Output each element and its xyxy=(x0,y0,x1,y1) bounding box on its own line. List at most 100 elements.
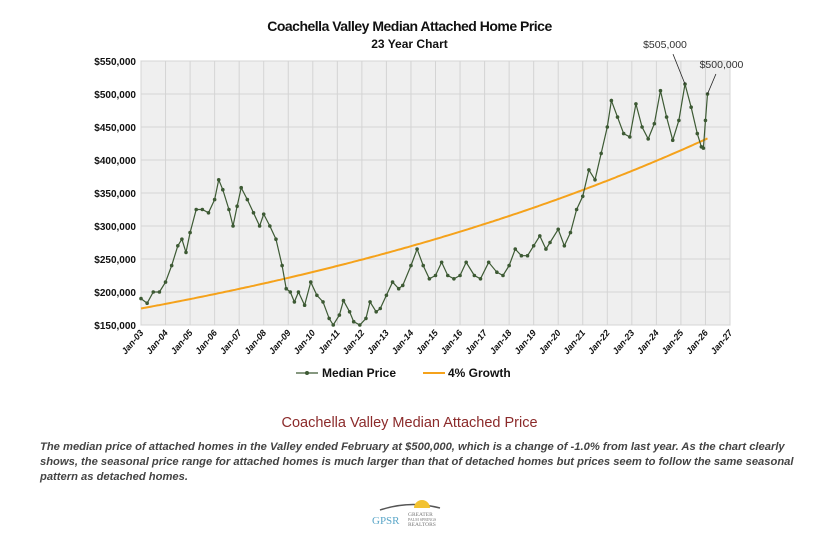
x-tick-label: Jan-22 xyxy=(586,328,612,356)
median-price-point xyxy=(384,293,389,298)
median-price-point xyxy=(464,260,468,265)
x-tick-label: Jan-27 xyxy=(709,327,736,356)
median-price-point xyxy=(439,260,444,265)
median-price-point xyxy=(216,178,221,182)
x-tick-label: Jan-24 xyxy=(635,328,661,356)
median-price-point xyxy=(427,277,432,281)
median-price-point xyxy=(188,230,192,235)
y-tick-label: $450,000 xyxy=(94,123,136,134)
median-price-point xyxy=(331,323,336,327)
median-price-point xyxy=(184,250,188,255)
x-tick-label: Jan-26 xyxy=(684,327,711,356)
median-price-point xyxy=(378,306,383,311)
gpsr-logo: GPSR GREATER PALM SPRINGS REALTORS xyxy=(372,500,441,528)
y-tick-label: $150,000 xyxy=(94,321,136,332)
x-tick-label: Jan-09 xyxy=(267,328,293,356)
median-price-point xyxy=(501,273,505,278)
median-price-point xyxy=(615,115,620,119)
median-price-point xyxy=(531,244,536,248)
x-tick-label: Jan-18 xyxy=(488,328,514,356)
median-price-point xyxy=(231,224,235,228)
annotation-label: $505,000 xyxy=(643,39,687,51)
x-tick-label: Jan-12 xyxy=(340,328,366,356)
median-price-point xyxy=(292,300,297,304)
x-tick-label: Jan-11 xyxy=(316,328,342,356)
median-price-point xyxy=(652,121,657,126)
median-price-point xyxy=(221,187,225,192)
median-price-point xyxy=(227,207,231,212)
median-price-point xyxy=(321,300,325,304)
median-price-point xyxy=(364,316,368,321)
x-tick-label: Jan-23 xyxy=(610,328,636,356)
median-price-point xyxy=(556,227,561,232)
median-price-point xyxy=(139,296,143,301)
median-price-point xyxy=(640,125,644,129)
median-price-point xyxy=(513,247,518,251)
median-price-point xyxy=(288,290,293,294)
median-price-point xyxy=(239,185,244,190)
x-tick-label: Jan-04 xyxy=(144,328,170,356)
annotation-leader xyxy=(672,53,686,85)
median-price-point xyxy=(374,310,378,314)
median-price-point xyxy=(268,224,272,228)
median-price-point xyxy=(695,131,700,136)
x-tick-label: Jan-05 xyxy=(169,327,196,356)
median-price-point xyxy=(368,300,372,304)
median-price-point xyxy=(593,178,597,182)
median-price-point xyxy=(400,283,405,288)
svg-text:PALM SPRINGS: PALM SPRINGS xyxy=(408,517,436,522)
median-price-point xyxy=(574,207,579,212)
median-price-point xyxy=(519,253,524,258)
median-price-point xyxy=(538,234,542,238)
annotation-leader xyxy=(707,73,717,95)
x-tick-label: Jan-10 xyxy=(291,328,317,356)
y-tick-label: $400,000 xyxy=(94,156,136,167)
median-price-point xyxy=(347,310,352,314)
median-price-point xyxy=(245,197,250,202)
legend-median-marker xyxy=(305,371,309,375)
median-price-point xyxy=(634,102,638,106)
y-tick-label: $550,000 xyxy=(94,57,136,68)
median-price-point xyxy=(200,207,205,212)
median-price-point xyxy=(284,286,289,291)
chart-subtitle: 23 Year Chart xyxy=(371,37,448,51)
y-tick-label: $350,000 xyxy=(94,189,136,200)
median-price-point xyxy=(568,230,573,235)
median-price-point xyxy=(206,211,211,215)
median-price-point xyxy=(478,277,483,281)
median-price-point xyxy=(472,273,477,278)
y-tick-label: $300,000 xyxy=(94,222,136,233)
median-price-point xyxy=(157,290,162,294)
x-tick-label: Jan-08 xyxy=(242,328,268,356)
x-tick-label: Jan-21 xyxy=(561,328,587,356)
median-price-point xyxy=(544,247,548,251)
median-price-point xyxy=(341,298,346,303)
median-price-point xyxy=(495,270,499,275)
median-price-point xyxy=(337,313,342,317)
median-price-point xyxy=(507,263,511,268)
median-price-point xyxy=(358,323,362,327)
median-price-point xyxy=(605,125,610,129)
x-tick-label: Jan-20 xyxy=(537,328,563,356)
median-price-point xyxy=(251,211,256,215)
x-tick-label: Jan-03 xyxy=(120,328,146,356)
legend-growth-label: 4% Growth xyxy=(448,366,511,380)
median-price-point xyxy=(609,98,614,103)
median-price-point xyxy=(445,273,450,278)
median-price-point xyxy=(315,293,319,298)
median-price-point xyxy=(235,204,239,208)
median-price-point xyxy=(296,290,301,294)
section-title: Coachella Valley Median Attached Price xyxy=(281,415,538,431)
median-price-point xyxy=(194,207,199,212)
x-tick-label: Jan-19 xyxy=(512,328,538,356)
median-price-point xyxy=(621,131,626,136)
median-price-point xyxy=(599,151,603,156)
x-tick-label: Jan-16 xyxy=(439,327,466,356)
x-tick-label: Jan-07 xyxy=(218,327,245,356)
median-price-point xyxy=(169,263,174,268)
median-price-point xyxy=(212,197,217,202)
svg-text:REALTORS: REALTORS xyxy=(408,522,436,528)
growth-series-line xyxy=(140,137,708,310)
median-price-point xyxy=(351,319,356,324)
median-price-point xyxy=(163,280,168,284)
